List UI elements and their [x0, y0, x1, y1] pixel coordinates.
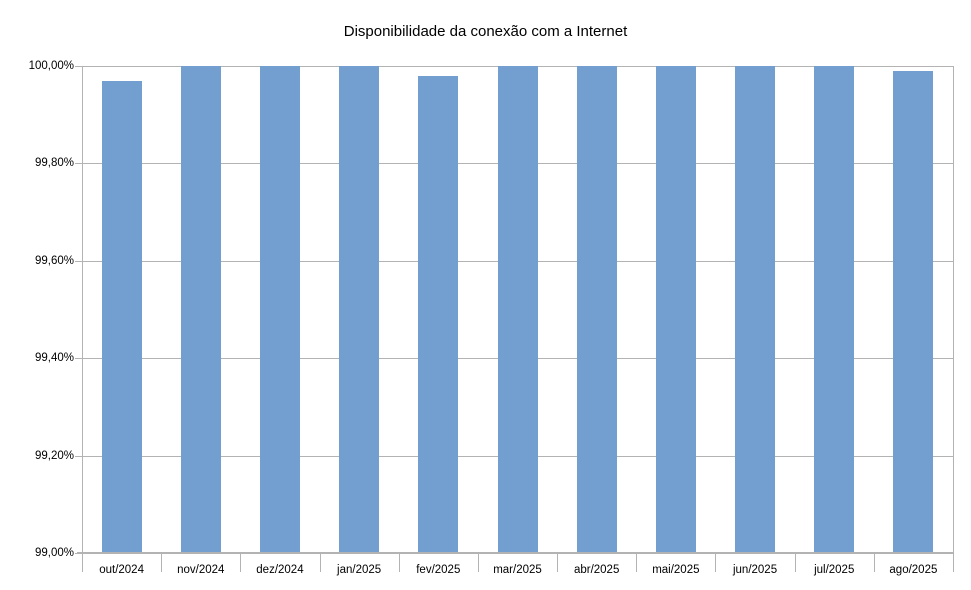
x-tick [319, 553, 321, 572]
x-category-label: ago/2025 [889, 564, 938, 576]
bar-jan/2025 [339, 66, 380, 553]
bar-mar/2025 [497, 66, 538, 553]
x-category-label: mar/2025 [493, 564, 542, 576]
x-tick [636, 553, 638, 572]
y-tick [75, 163, 82, 165]
bar-out/2024 [101, 80, 142, 553]
bar-mai/2025 [655, 66, 696, 553]
x-tick [873, 553, 875, 572]
y-axis-line [82, 66, 83, 553]
chart-title: Disponibilidade da conexão com a Interne… [343, 23, 628, 40]
bar-jun/2025 [735, 66, 776, 553]
x-category-label: jun/2025 [732, 564, 778, 576]
x-category-label: dez/2024 [256, 564, 304, 576]
y-tick [75, 260, 82, 262]
bar-dez/2024 [259, 66, 300, 553]
bar-ago/2025 [893, 70, 934, 553]
bar-abr/2025 [576, 66, 617, 553]
x-category-label: out/2024 [99, 564, 144, 576]
x-tick [715, 553, 717, 572]
bar-nov/2024 [180, 66, 221, 553]
y-tick-label: 99,40% [34, 352, 74, 365]
x-category-label: abr/2025 [573, 564, 620, 576]
x-category-label: nov/2024 [177, 564, 225, 576]
x-axis-line [77, 552, 954, 554]
x-tick [953, 553, 954, 572]
y-tick-label: 99,00% [34, 547, 74, 559]
x-tick [161, 553, 163, 572]
y-tick-label: 100,00% [28, 60, 74, 72]
y-tick-label: 99,60% [34, 254, 74, 267]
x-tick [477, 553, 479, 572]
y-tick-label: 99,80% [34, 157, 74, 170]
x-category-label: fev/2025 [416, 564, 461, 576]
y-tick-label: 99,20% [34, 449, 74, 462]
x-tick [82, 553, 83, 572]
x-category-label: mai/2025 [652, 564, 700, 576]
bar-fev/2025 [418, 75, 459, 553]
y-tick [75, 66, 82, 67]
y-tick [75, 455, 82, 457]
y-tick [75, 358, 82, 360]
plot-right-border [953, 66, 954, 553]
x-tick [557, 553, 559, 572]
x-category-label: jan/2025 [337, 564, 382, 576]
x-tick [398, 553, 400, 572]
x-tick [240, 553, 242, 572]
y-tick [75, 553, 82, 554]
x-category-label: jul/2025 [814, 564, 855, 576]
x-tick [794, 553, 796, 572]
bar-jul/2025 [814, 66, 855, 553]
